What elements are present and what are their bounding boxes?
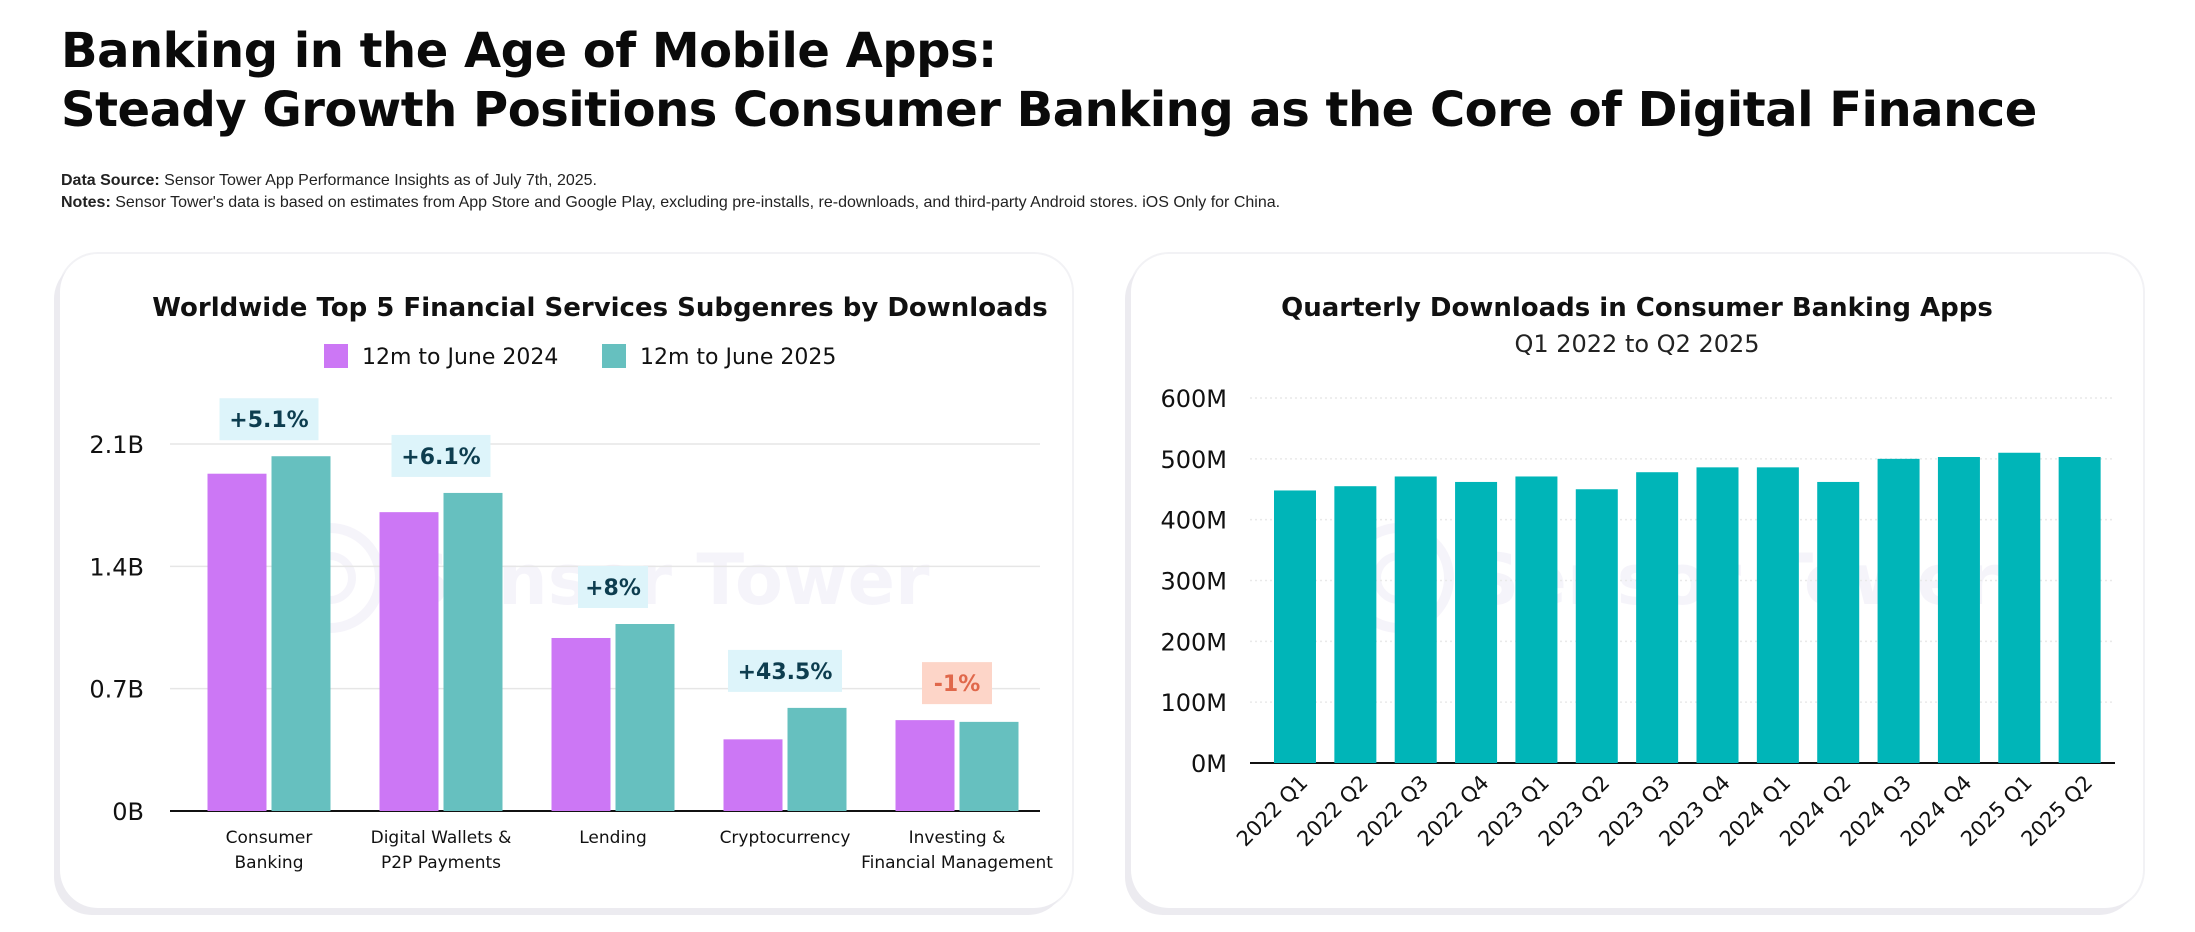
data-source-line: Data Source: Sensor Tower App Performanc… — [61, 170, 1280, 192]
y-tick-label: 400M — [1160, 507, 1227, 535]
left-chart-panel: Sensor Tower Worldwide Top 5 Financial Se… — [60, 254, 1072, 908]
bar-2025 — [443, 492, 503, 811]
quarter-bar — [1334, 486, 1377, 763]
quarter-bar — [1877, 458, 1920, 763]
growth-label: -1% — [934, 672, 980, 697]
growth-label: +43.5% — [738, 660, 833, 685]
quarterly-downloads-chart: Sensor TowerQuarterly Downloads in Consu… — [1160, 293, 2115, 851]
y-tick-label: 500M — [1160, 446, 1227, 474]
quarter-bar — [1696, 467, 1739, 763]
notes-label: Notes: — [61, 194, 111, 211]
title-line-1: Banking in the Age of Mobile Apps: — [61, 23, 997, 79]
y-tick-label: 0.7B — [89, 676, 144, 704]
growth-badge — [391, 434, 491, 477]
quarter-bar — [1455, 481, 1498, 763]
legend-label-1: 12m to June 2025 — [640, 345, 836, 370]
bar-2024 — [895, 720, 955, 811]
growth-badge — [578, 566, 648, 609]
quarter-bar — [1274, 490, 1316, 763]
bar-2024 — [379, 512, 439, 811]
x-category-label: Financial Management — [861, 853, 1053, 873]
x-category-label: Digital Wallets & — [371, 828, 512, 848]
growth-label: +5.1% — [229, 408, 308, 433]
x-category-label: Investing & — [909, 828, 1006, 848]
bar-2025 — [959, 721, 1019, 811]
x-category-label: Banking — [235, 853, 304, 873]
x-category-label: Cryptocurrency — [720, 828, 851, 848]
data-source-text: Sensor Tower App Performance Insights as… — [159, 172, 597, 189]
chart-title: Quarterly Downloads in Consumer Banking … — [1281, 293, 1993, 323]
y-tick-label: 2.1B — [89, 431, 144, 459]
chart-title: Worldwide Top 5 Financial Services Subge… — [152, 293, 1047, 323]
notes-text: Sensor Tower's data is based on estimate… — [110, 194, 1281, 211]
x-category-label: Consumer — [226, 828, 313, 848]
notes-line: Notes: Sensor Tower's data is based on e… — [61, 192, 1280, 214]
quarter-bar — [1937, 457, 1980, 763]
page-title: Banking in the Age of Mobile Apps: Stead… — [61, 22, 2037, 140]
quarter-bar — [1575, 489, 1618, 763]
bar-2025 — [787, 707, 847, 811]
quarter-bar — [1515, 476, 1558, 763]
quarter-bar — [1394, 476, 1437, 763]
bar-2025 — [271, 456, 331, 811]
chart-subtitle: Q1 2022 to Q2 2025 — [1514, 330, 1759, 358]
bar-2025 — [615, 624, 675, 811]
quarter-bar — [1756, 467, 1799, 763]
title-line-2: Steady Growth Positions Consumer Banking… — [61, 82, 2037, 138]
legend-label-0: 12m to June 2024 — [362, 345, 558, 370]
quarter-bar — [1636, 472, 1679, 763]
growth-badge — [219, 398, 319, 441]
quarter-bar — [1817, 481, 1860, 763]
x-category-label: P2P Payments — [381, 853, 501, 873]
y-tick-label: 100M — [1160, 689, 1227, 717]
data-source-label: Data Source: — [61, 172, 160, 189]
y-tick-label: 0B — [112, 798, 144, 826]
legend-swatch-1 — [602, 344, 626, 368]
legend-swatch-0 — [324, 344, 348, 368]
y-tick-label: 1.4B — [89, 553, 144, 581]
quarter-bar — [2058, 457, 2101, 763]
y-tick-label: 300M — [1160, 568, 1227, 596]
bar-2024 — [551, 637, 611, 811]
growth-label: +8% — [585, 576, 641, 601]
source-notes: Data Source: Sensor Tower App Performanc… — [61, 170, 1280, 214]
quarter-bar — [1998, 452, 2041, 763]
right-chart-panel: Sensor TowerQuarterly Downloads in Consu… — [1131, 254, 2143, 908]
growth-badge — [728, 649, 842, 692]
y-tick-label: 200M — [1160, 628, 1227, 656]
growth-badge — [922, 662, 992, 705]
growth-label: +6.1% — [401, 445, 480, 470]
bar-2024 — [207, 473, 267, 811]
x-category-label: Lending — [579, 828, 647, 848]
y-tick-label: 0M — [1191, 750, 1227, 778]
bar-2024 — [723, 739, 783, 811]
y-tick-label: 600M — [1160, 385, 1227, 413]
